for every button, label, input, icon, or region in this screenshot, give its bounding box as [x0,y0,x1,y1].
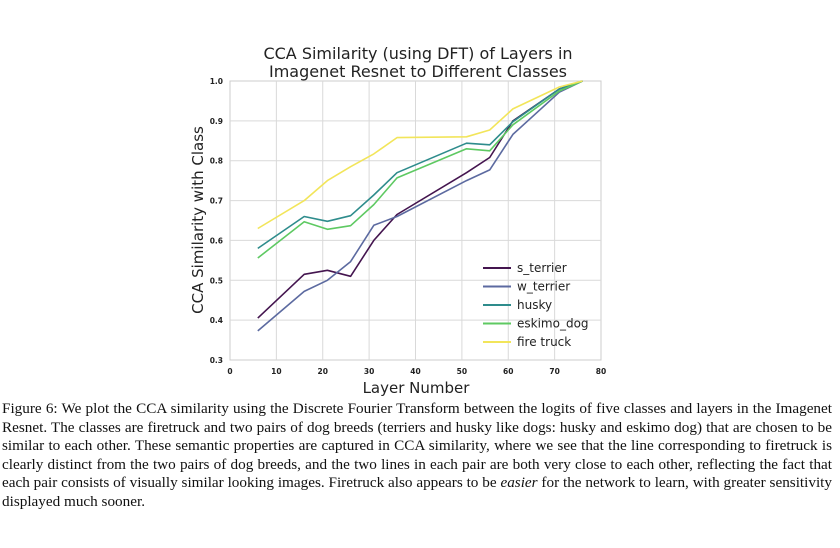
y-tick-label: 0.9 [210,117,223,126]
x-tick-label: 70 [549,367,559,376]
legend-label-husky: husky [517,298,552,312]
legend-label-fire-truck: fire truck [517,335,571,349]
series-line-w-terrier [257,80,583,332]
y-axis-ticks: 0.3 0.4 0.5 0.6 0.7 0.8 0.9 1.0 [210,77,223,365]
series-line-eskimo-dog [257,80,583,259]
y-tick-label: 0.7 [210,197,223,206]
series-line-husky [257,80,583,250]
legend-label-eskimo-dog: eskimo_dog [517,317,589,331]
legend-label-s-terrier: s_terrier [517,261,567,275]
y-tick-label: 0.5 [210,276,223,285]
cca-similarity-chart: CCA Similarity (using DFT) of Layers in … [189,44,606,397]
x-axis-ticks: 0 10 20 30 40 50 60 70 80 [227,367,606,376]
y-axis-label: CCA Similarity with Class [189,126,207,314]
y-tick-label: 0.8 [210,157,223,166]
x-axis-label: Layer Number [363,379,471,397]
series-line-fire-truck [257,80,583,230]
x-tick-label: 40 [410,367,420,376]
x-tick-label: 50 [457,367,467,376]
x-tick-label: 80 [596,367,606,376]
x-tick-label: 10 [271,367,281,376]
caption-emphasis: easier [500,474,538,492]
caption-text: Figure 6: We plot the CCA similarity usi… [2,400,832,492]
y-tick-label: 1.0 [210,77,223,86]
x-tick-label: 30 [364,367,374,376]
legend-label-w-terrier: w_terrier [517,280,570,294]
y-tick-label: 0.3 [210,356,223,365]
x-tick-label: 20 [318,367,328,376]
figure-caption: Figure 6: We plot the CCA similarity usi… [2,400,832,512]
chart-title-line-2: Imagenet Resnet to Different Classes [269,62,567,81]
x-tick-label: 60 [503,367,513,376]
x-tick-label: 0 [227,367,232,376]
grid [230,81,601,360]
chart-title-line-1: CCA Similarity (using DFT) of Layers in [263,44,572,63]
caption-text-end: for the network to learn, with greater s… [2,474,832,510]
series-lines [257,80,583,332]
y-tick-label: 0.4 [210,316,223,325]
y-tick-label: 0.6 [210,236,223,245]
